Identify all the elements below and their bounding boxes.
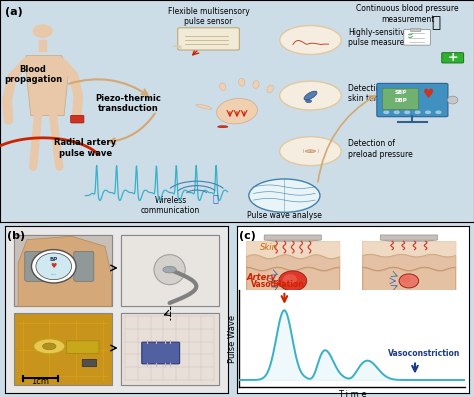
Polygon shape [18,236,112,306]
Ellipse shape [305,150,316,152]
Circle shape [249,179,320,212]
FancyBboxPatch shape [264,235,321,240]
Circle shape [401,276,411,283]
Ellipse shape [253,81,259,89]
Text: Detection of
skin temprature: Detection of skin temprature [348,84,410,103]
Text: Artery: Artery [246,273,276,281]
Text: Continuous blood pressure
measurement: Continuous blood pressure measurement [356,4,459,24]
Text: ♥: ♥ [51,263,57,269]
FancyBboxPatch shape [82,359,97,367]
FancyBboxPatch shape [380,235,438,240]
Circle shape [280,25,341,54]
FancyBboxPatch shape [25,251,45,281]
Circle shape [426,111,430,114]
Text: 🔥: 🔥 [431,15,441,30]
FancyBboxPatch shape [404,29,430,45]
FancyBboxPatch shape [377,83,448,117]
Bar [39,40,46,51]
Circle shape [384,111,389,114]
Circle shape [399,274,419,288]
Text: DBP: DBP [394,98,407,103]
Text: Flexible multisensory
pulse sensor: Flexible multisensory pulse sensor [168,7,249,26]
Text: (b): (b) [7,231,25,241]
Text: Vasoconstriction: Vasoconstriction [388,349,460,358]
Ellipse shape [154,254,185,285]
Text: ⦾: ⦾ [213,193,219,203]
Text: (a): (a) [5,7,22,17]
Text: Blood
propagation: Blood propagation [4,65,62,84]
FancyBboxPatch shape [383,88,419,110]
Text: (c): (c) [239,231,256,241]
Circle shape [394,111,399,114]
Text: BP: BP [50,257,58,262]
Ellipse shape [267,85,273,93]
FancyBboxPatch shape [246,241,339,296]
Text: ----: ---- [51,273,57,277]
Text: ♥: ♥ [423,88,435,101]
Circle shape [31,250,76,283]
FancyBboxPatch shape [442,53,464,63]
Text: Vasodilation: Vasodilation [251,280,304,289]
Text: Skin: Skin [260,243,278,252]
FancyBboxPatch shape [410,29,421,32]
Ellipse shape [238,78,245,86]
FancyBboxPatch shape [120,313,219,385]
FancyBboxPatch shape [14,235,112,306]
FancyBboxPatch shape [14,235,112,306]
Ellipse shape [304,91,317,100]
FancyBboxPatch shape [14,313,112,385]
Text: Wireless
communication: Wireless communication [141,196,200,216]
Text: Detection of
preload pressure: Detection of preload pressure [348,139,413,159]
FancyBboxPatch shape [120,235,219,306]
Ellipse shape [34,339,65,354]
Polygon shape [381,240,437,241]
Text: Piezo-thermic
transduction: Piezo-thermic transduction [95,94,161,113]
FancyBboxPatch shape [363,241,456,296]
Ellipse shape [196,104,212,109]
Ellipse shape [163,266,176,273]
Circle shape [280,81,341,110]
Ellipse shape [219,83,226,91]
Text: Radial artery
pulse wave: Radial artery pulse wave [54,138,117,158]
Circle shape [280,137,341,166]
Polygon shape [265,240,320,241]
Ellipse shape [33,25,52,37]
Text: 1cm: 1cm [31,377,49,386]
FancyBboxPatch shape [120,313,219,385]
FancyBboxPatch shape [120,235,219,306]
Ellipse shape [447,96,458,104]
Y-axis label: Pulse Wave: Pulse Wave [228,314,237,362]
Circle shape [36,253,72,279]
Text: Highly-sensitive
pulse measurement: Highly-sensitive pulse measurement [348,28,425,48]
Text: Skin relaxation
Low thermal conductivity: Skin relaxation Low thermal conductivity [367,299,451,312]
Text: Pulse wave analyse: Pulse wave analyse [247,211,322,220]
FancyBboxPatch shape [74,251,94,281]
Ellipse shape [218,125,228,128]
FancyBboxPatch shape [178,28,239,50]
Polygon shape [26,56,69,116]
Circle shape [405,111,410,114]
X-axis label: T i m e: T i m e [337,390,366,397]
Ellipse shape [217,98,257,124]
Circle shape [279,271,307,291]
Circle shape [415,111,420,114]
Circle shape [283,274,297,284]
Text: Skin compression
High thermal conductivity: Skin compression High thermal conductivi… [249,299,336,312]
Ellipse shape [306,100,311,102]
Circle shape [436,111,441,114]
FancyBboxPatch shape [71,116,84,123]
Text: SBP: SBP [394,91,407,96]
Text: +: + [447,51,458,64]
FancyBboxPatch shape [142,342,180,364]
Ellipse shape [43,343,56,350]
FancyBboxPatch shape [66,341,99,353]
